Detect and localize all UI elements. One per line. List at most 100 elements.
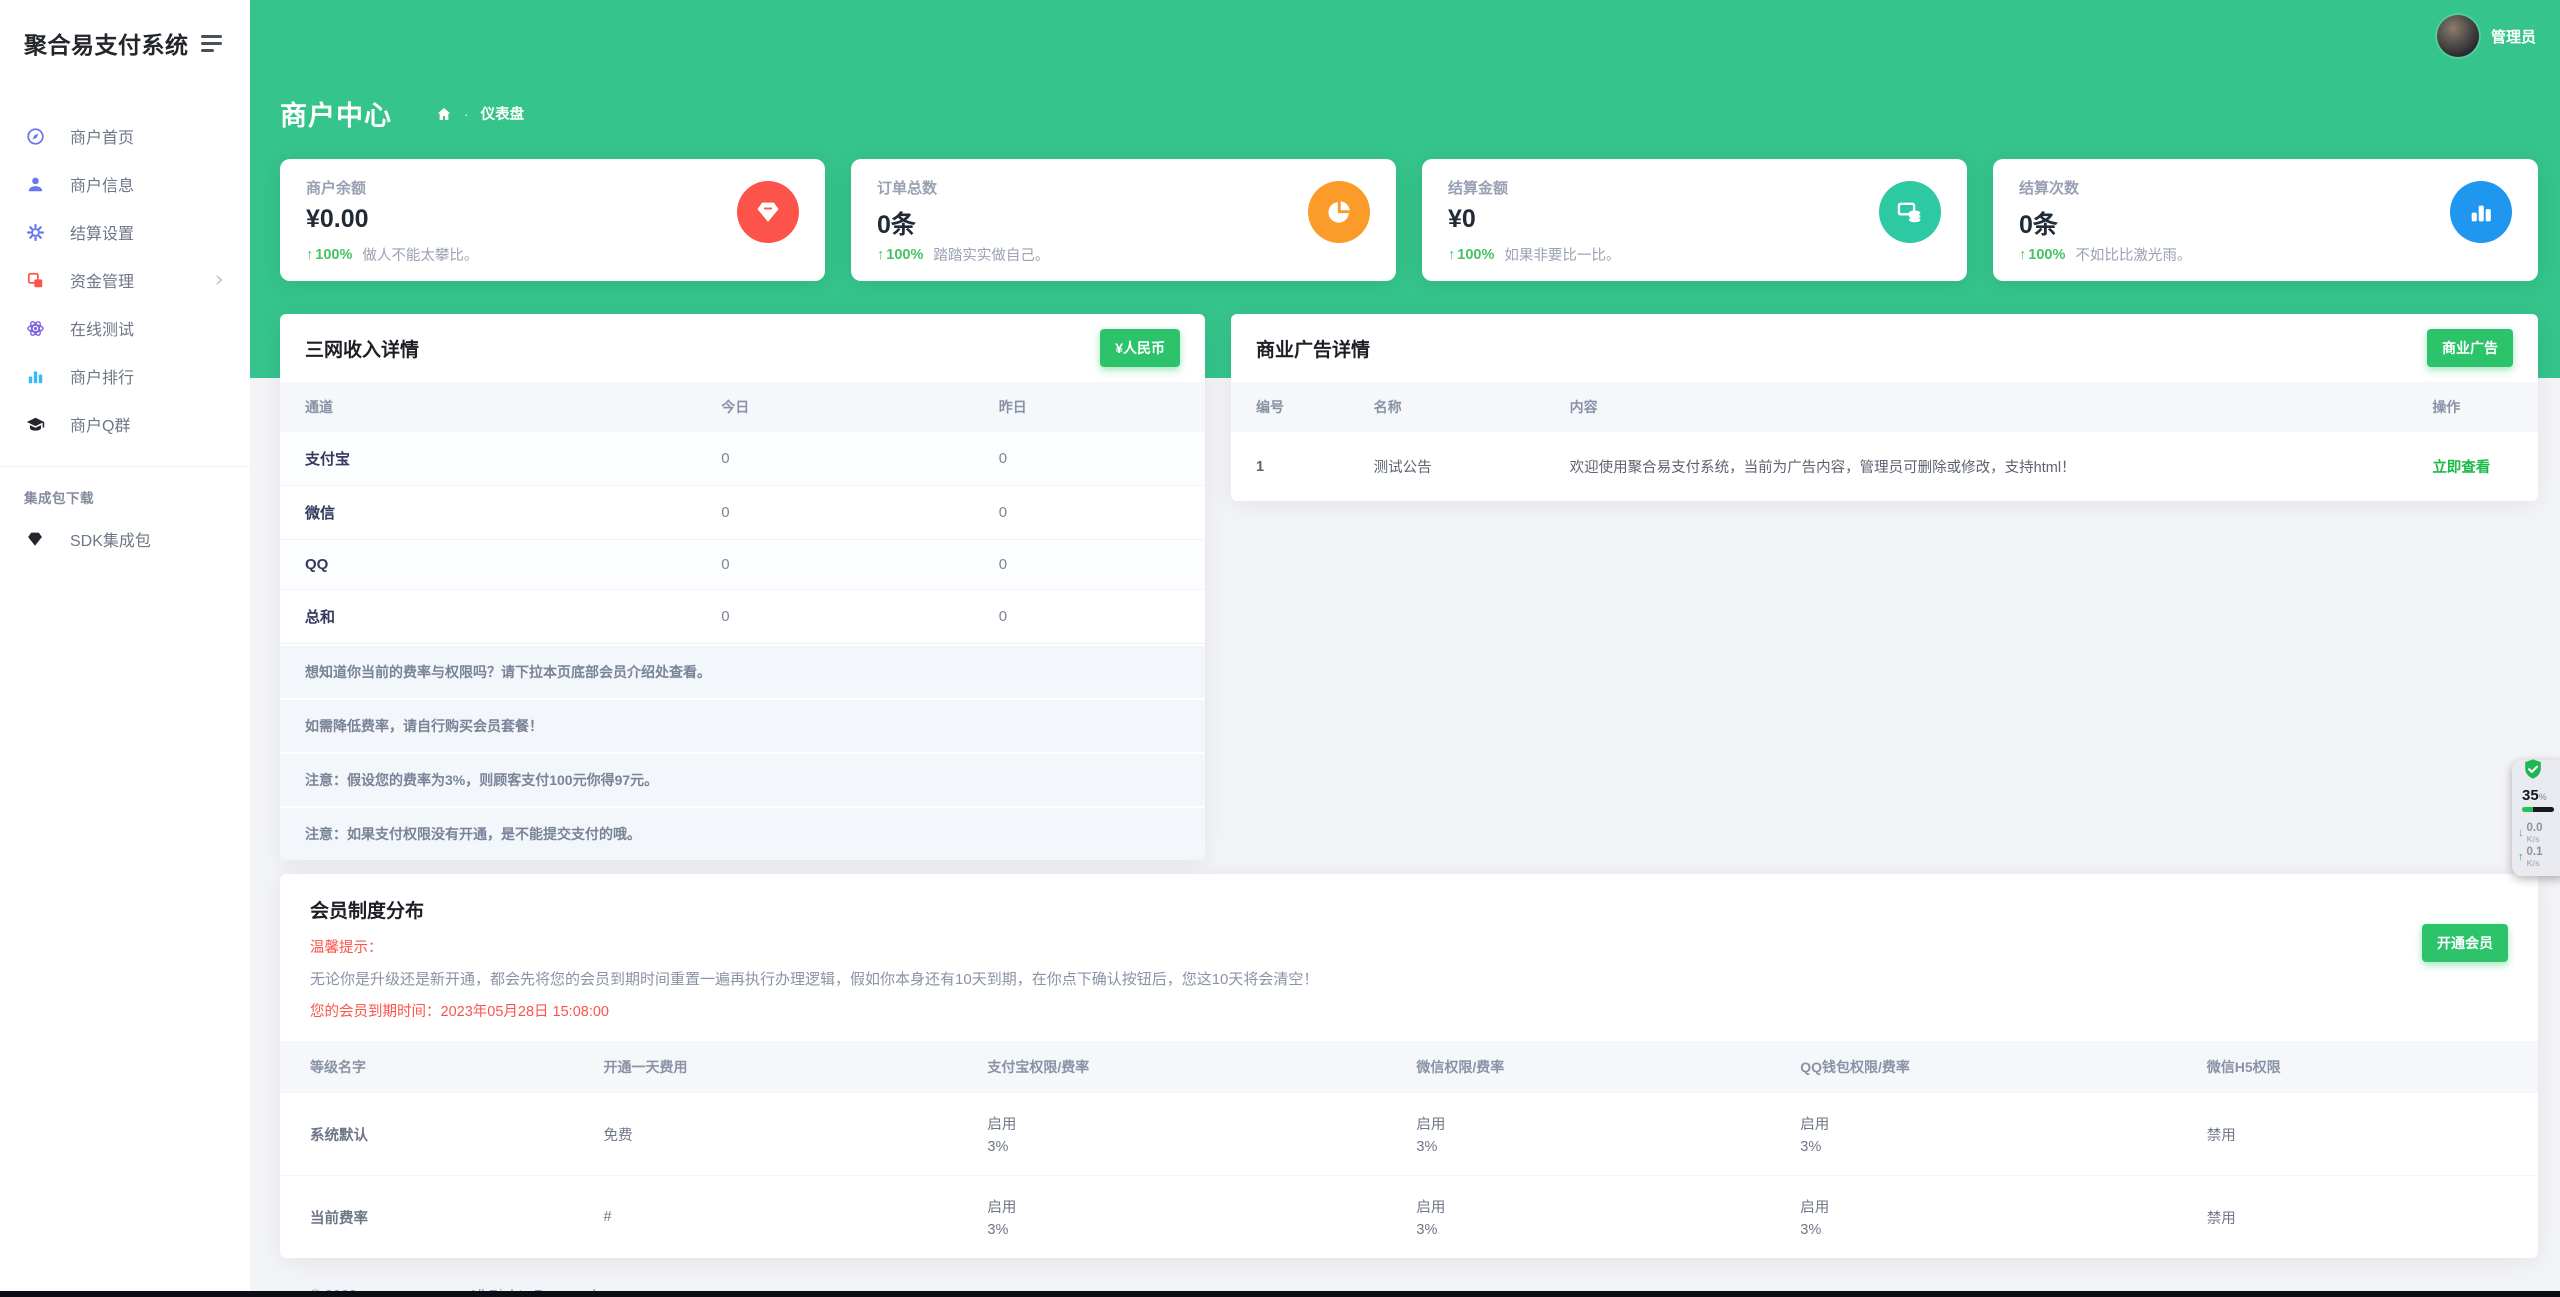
channel-name: QQ [280, 539, 697, 590]
yesterday-value: 0 [973, 539, 1205, 590]
score: 35 % [2522, 787, 2547, 804]
sidebar-item-label: SDK集成包 [70, 533, 151, 550]
yesterday-value: 0 [973, 589, 1205, 643]
download-value: 0.0 [2526, 822, 2543, 834]
income-panel-header: 三网收入详情 ¥人民币 [280, 314, 1205, 382]
page-title: 商户中心 [280, 101, 392, 131]
gear-icon [24, 222, 46, 242]
income-panel-title: 三网收入详情 [305, 339, 420, 361]
stat-label: 订单总数 [877, 180, 938, 197]
stat-label: 结算次数 [2019, 180, 2080, 197]
stat-value: 0条 [2019, 211, 2058, 239]
stat-label: 商户余额 [306, 180, 367, 197]
main-area: 管理员 商户中心 · 仪表盘 商户余额 ¥0.00 ↑ 100% [250, 0, 2560, 1297]
pie-chart-icon [1308, 181, 1370, 243]
column-header-channel: 通道 [280, 382, 697, 432]
column-header-wechat: 微信权限/费率 [1386, 1041, 1771, 1093]
column-header-level-name: 等级名字 [280, 1041, 574, 1093]
stat-footer: ↑ 100% 如果非要比一比。 [1448, 244, 1620, 265]
ad-id: 1 [1256, 458, 1265, 475]
breadcrumb-dashboard[interactable]: 仪表盘 [480, 107, 525, 123]
sidebar-item-sdk-package[interactable]: SDK集成包 [0, 515, 250, 563]
app-title: 聚合易支付系统 [24, 32, 189, 58]
money-icon [1879, 181, 1941, 243]
sidebar-item-settlement-settings[interactable]: 结算设置 [0, 208, 250, 256]
sidebar-item-merchant-info[interactable]: 商户信息 [0, 160, 250, 208]
sidebar-item-label: 商户信息 [70, 178, 135, 195]
shield-check-icon [2522, 758, 2544, 785]
sidebar-item-label: 商户排行 [70, 370, 135, 387]
gem-icon [737, 181, 799, 243]
stat-card-settle-count: 结算次数 0条 ↑ 100% 不如比比激光雨。 [1993, 159, 2538, 281]
open-member-button[interactable]: 开通会员 [2422, 924, 2508, 962]
income-notes: 想知道你当前的费率与权限吗？请下拉本页底部会员介绍处查看。 如需降低费率，请自行… [280, 643, 1205, 860]
note-row: 想知道你当前的费率与权限吗？请下拉本页底部会员介绍处查看。 [280, 644, 1205, 698]
member-card: 会员制度分布 温馨提示： 无论你是升级还是新开通，都会先将您的会员到期时间重置一… [280, 874, 2538, 1258]
network-monitor-widget[interactable]: 35 % ↓ 0.0 K/s ↑ 0.1 K/s [2512, 758, 2560, 876]
upload-value: 0.1 [2526, 845, 2543, 858]
funds-icon [24, 270, 46, 290]
hamburger-menu-icon[interactable] [197, 31, 226, 56]
member-table: 等级名字 开通一天费用 支付宝权限/费率 微信权限/费率 QQ钱包权限/费率 微… [280, 1041, 2538, 1258]
sidebar-item-merchant-qq-group[interactable]: 商户Q群 [0, 400, 250, 448]
trend-up-icon: ↑ [306, 246, 314, 263]
day-fee: # [573, 1175, 958, 1258]
download-unit: K/s [2526, 833, 2540, 844]
topbar: 管理员 [250, 0, 2560, 72]
member-head: 会员制度分布 温馨提示： 无论你是升级还是新开通，都会先将您的会员到期时间重置一… [280, 874, 2538, 1041]
member-title: 会员制度分布 [310, 901, 425, 922]
page-header: 商户中心 · 仪表盘 [250, 72, 2560, 133]
trend-badge: ↑ 100% [306, 247, 352, 263]
sidebar-item-label: 在线测试 [70, 322, 135, 339]
column-header-day-fee: 开通一天费用 [573, 1041, 958, 1093]
trend-value: 100% [2028, 246, 2066, 263]
download-speed: ↓ 0.0 K/s [2518, 822, 2543, 844]
ad-content: 欢迎使用聚合易支付系统，当前为广告内容，管理员可删除或修改，支持html！ [1569, 460, 2076, 476]
column-header-id: 编号 [1231, 382, 1349, 432]
avatar[interactable] [2436, 15, 2479, 57]
graduation-cap-icon [24, 414, 46, 434]
income-panel: 三网收入详情 ¥人民币 通道 今日 昨日 [280, 314, 1205, 860]
bottom-edge-bar [0, 1291, 2560, 1297]
view-now-link[interactable]: 立即查看 [2432, 460, 2491, 476]
trend-badge: ↑ 100% [877, 247, 923, 263]
level-name: 系统默认 [310, 1127, 368, 1144]
ad-button[interactable]: 商业广告 [2427, 329, 2513, 367]
note-row: 如需降低费率，请自行购买会员套餐！ [280, 698, 1205, 752]
channel-name: 总和 [280, 589, 697, 643]
sidebar-item-merchant-home[interactable]: 商户首页 [0, 112, 250, 160]
sidebar-item-funds-management[interactable]: 资金管理 [0, 256, 250, 304]
table-row: 系统默认 免费 启用 3% 启用 3% 启用 3% 禁用 [280, 1093, 2538, 1176]
stat-value: ¥0.00 [306, 205, 369, 233]
column-header-yesterday: 昨日 [973, 382, 1205, 432]
upload-speed: ↑ 0.1 K/s [2518, 846, 2543, 868]
sidebar-item-merchant-ranking[interactable]: 商户排行 [0, 352, 250, 400]
sidebar-item-online-test[interactable]: 在线测试 [0, 304, 250, 352]
stat-value: 0条 [877, 211, 916, 239]
wechat-permission: 启用 3% [1416, 1117, 1446, 1155]
today-value: 0 [696, 485, 974, 540]
atom-icon [24, 318, 46, 338]
user-menu[interactable]: 管理员 [2436, 15, 2536, 57]
member-tip-text: 无论你是升级还是新开通，都会先将您的会员到期时间重置一遍再执行办理逻辑，假如你本… [310, 971, 1319, 988]
column-header-wechat-h5: 微信H5权限 [2176, 1041, 2538, 1093]
trend-value: 100% [886, 246, 924, 263]
ad-panel-header: 商业广告详情 商业广告 [1231, 314, 2538, 382]
member-tip-label: 温馨提示： [310, 940, 383, 956]
arrow-down-icon: ↓ [2518, 826, 2524, 839]
sidebar-item-label: 商户首页 [70, 130, 135, 147]
column-header-name: 名称 [1348, 382, 1545, 432]
table-row: 支付宝 0 0 [280, 432, 1205, 486]
home-icon[interactable] [436, 106, 452, 122]
stat-footer: ↑ 100% 做人不能太攀比。 [306, 244, 478, 265]
currency-button[interactable]: ¥人民币 [1100, 329, 1180, 367]
h5-permission: 禁用 [2206, 1127, 2236, 1144]
gem-icon [24, 529, 46, 549]
sidebar-header: 聚合易支付系统 [0, 0, 250, 68]
stat-card-orders: 订单总数 0条 ↑ 100% 踏踏实实做自己。 [851, 159, 1396, 281]
trend-value: 100% [1457, 246, 1495, 263]
income-table: 通道 今日 昨日 支付宝 0 0 微 [280, 382, 1205, 643]
ad-table: 编号 名称 内容 操作 1 测试公告 欢迎使用聚合易支付系统，当前为广告内容，管… [1231, 382, 2538, 501]
trend-up-icon: ↑ [2019, 246, 2027, 263]
